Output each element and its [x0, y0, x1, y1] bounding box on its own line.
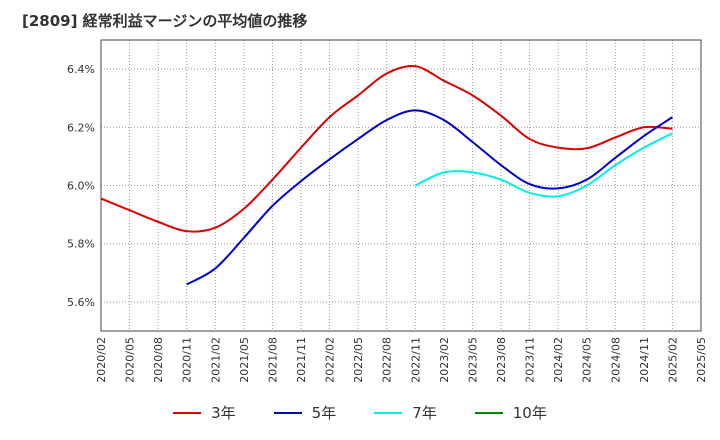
y-tick-label: 6.2%	[67, 121, 95, 134]
legend-item: 7年	[374, 402, 437, 423]
x-tick-label: 2023/08	[495, 337, 508, 383]
x-tick-label: 2023/11	[524, 337, 537, 383]
chart-legend: 3年 5年 7年 10年	[0, 402, 720, 423]
y-tick-label: 6.4%	[67, 63, 95, 76]
series-line	[414, 132, 673, 198]
x-tick-label: 2022/02	[324, 337, 337, 383]
plot-area: 5.6% 5.8% 6.0% 6.2% 6.4% 2020/02 2020/05 2020/0…	[67, 39, 708, 383]
x-tick-label: 2024/02	[552, 337, 565, 383]
series-line	[186, 109, 673, 286]
x-tick-label: 2024/11	[638, 337, 651, 383]
x-tick-label: 2022/05	[352, 337, 365, 383]
legend-label: 10年	[512, 404, 547, 422]
y-tick-label: 6.0%	[67, 180, 95, 193]
x-tick-label: 2024/08	[609, 337, 622, 383]
legend-label: 3年	[211, 404, 236, 422]
legend-swatch	[374, 411, 403, 414]
x-tick-label: 2022/08	[381, 337, 394, 383]
x-tick-label: 2020/08	[152, 337, 165, 383]
legend-item: 10年	[474, 402, 547, 423]
legend-swatch	[474, 411, 503, 414]
x-tick-label: 2022/11	[409, 337, 422, 383]
legend-swatch	[273, 411, 302, 414]
x-tick-label: 2021/05	[238, 337, 251, 383]
x-tick-label: 2025/02	[666, 337, 679, 383]
x-tick-label: 2021/02	[209, 337, 222, 383]
x-tick-label: 2024/05	[581, 337, 594, 383]
legend-item: 5年	[273, 402, 337, 423]
x-tick-label: 2020/05	[124, 337, 137, 383]
y-tick-label: 5.8%	[67, 238, 95, 251]
plot-frame	[100, 39, 702, 332]
x-tick-label: 2025/05	[695, 337, 708, 383]
series-line	[100, 64, 673, 233]
chart-title: [2809] 経常利益マージンの平均値の推移	[22, 12, 308, 30]
x-tick-label: 2023/02	[438, 337, 451, 383]
legend-item: 3年	[173, 402, 236, 423]
x-tick-label: 2020/11	[181, 337, 194, 383]
y-tick-label: 5.6%	[67, 296, 95, 309]
x-tick-label: 2020/02	[95, 337, 108, 383]
legend-label: 7年	[412, 404, 437, 422]
legend-label: 5年	[311, 404, 337, 422]
x-tick-label: 2021/11	[295, 337, 308, 383]
x-tick-label: 2023/05	[466, 337, 479, 383]
legend-swatch	[173, 411, 202, 414]
x-tick-label: 2021/08	[266, 337, 279, 383]
